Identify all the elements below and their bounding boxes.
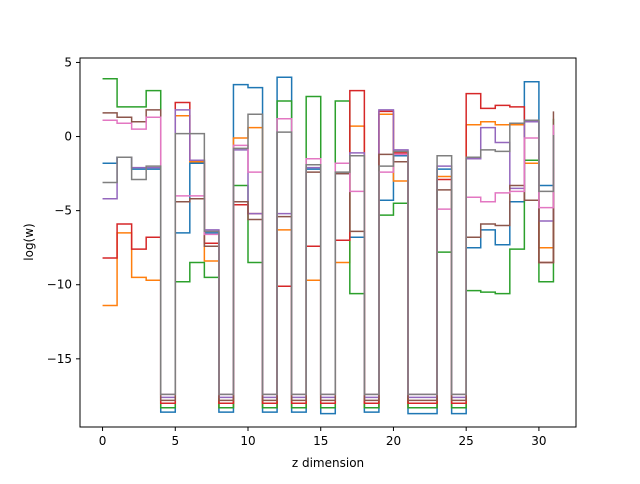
y-tick-label: 0 [64, 130, 72, 144]
series-layer [102, 76, 555, 415]
series-line-3 [102, 78, 555, 409]
x-tick-label: 0 [99, 434, 107, 448]
y-tick-label: −10 [47, 278, 72, 292]
y-axis-label: log(w) [22, 223, 36, 260]
y-axis-ticks: 5 0 −5 −10 −15 [47, 55, 80, 366]
x-tick-label: 15 [313, 434, 328, 448]
x-tick-label: 10 [240, 434, 255, 448]
x-tick-label: 25 [459, 434, 474, 448]
series-line-6 [102, 109, 555, 402]
x-axis-ticks: 0 5 10 15 20 25 30 [99, 427, 547, 448]
x-tick-label: 5 [171, 434, 179, 448]
y-tick-label: −5 [54, 204, 72, 218]
x-tick-label: 30 [531, 434, 546, 448]
x-tick-label: 20 [386, 434, 401, 448]
plot-frame [79, 57, 577, 428]
x-axis-label: z dimension [292, 456, 364, 470]
series-line-4 [102, 89, 555, 405]
y-tick-label: −15 [47, 352, 72, 366]
series-line-8 [102, 113, 555, 396]
y-tick-label: 5 [64, 55, 72, 69]
